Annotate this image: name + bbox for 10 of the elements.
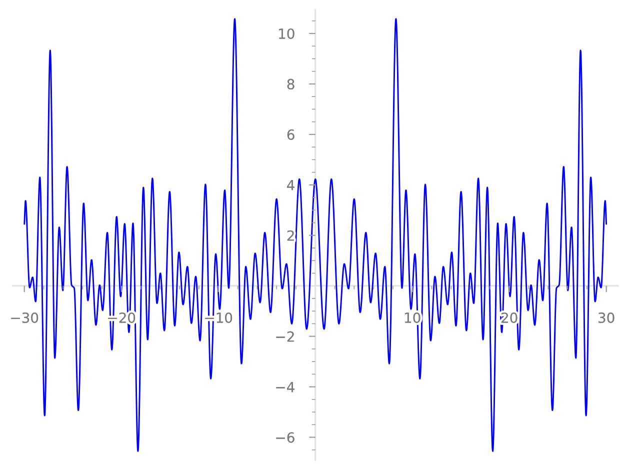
y-tick-label: 8 <box>287 78 294 90</box>
y-tick-label: −6 <box>276 432 294 443</box>
x-tick-label: −30 <box>11 312 38 323</box>
y-tick-label: 6 <box>287 129 294 140</box>
y-tick-label: 4 <box>287 180 294 190</box>
y-tick-label: 2 <box>287 230 294 241</box>
y-tick-label: −2 <box>276 331 294 342</box>
y-tick-label: 10 <box>279 28 294 39</box>
x-tick-label: 30 <box>598 312 614 323</box>
y-tick-label: −4 <box>276 382 294 392</box>
